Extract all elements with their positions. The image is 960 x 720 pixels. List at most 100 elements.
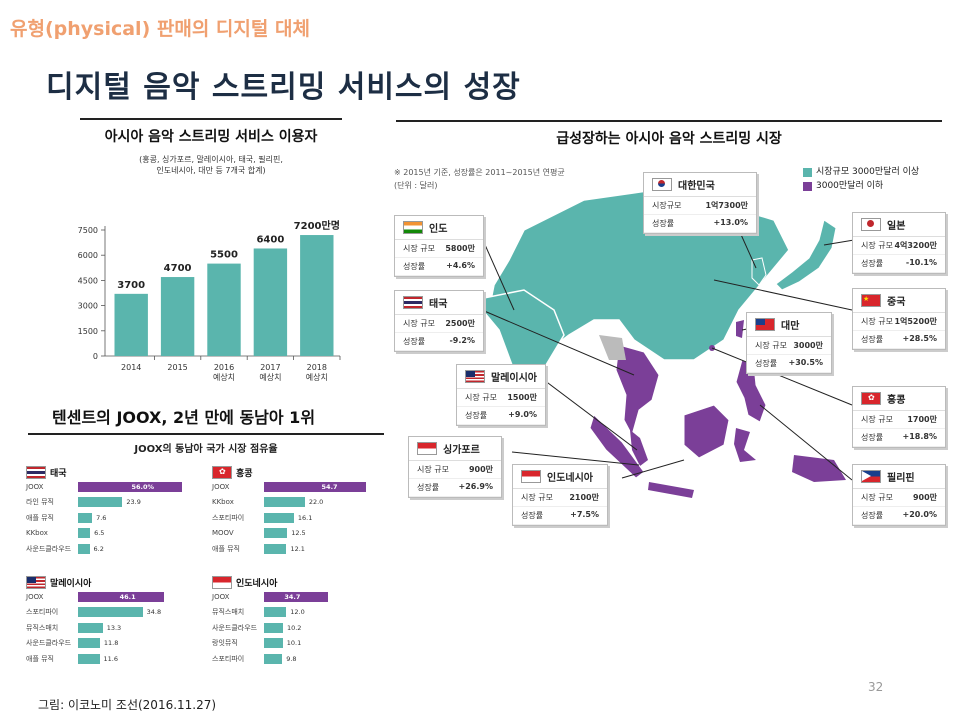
joox-rule (28, 433, 384, 435)
share-bar (78, 543, 90, 554)
service-name: 애플 뮤직 (26, 654, 54, 663)
card-japan-size: 4억3200만 (894, 241, 937, 250)
map-japan (775, 219, 837, 291)
card-korea-growth-label: 성장률 (652, 219, 675, 228)
indonesia-flag-icon (212, 576, 232, 589)
joox-malaysia: 말레이시아 JOOX 46.1 스포티파이 34.8 뮤직스매치 13.3 사운드클라우드 1… (26, 576, 206, 667)
map-borneo (683, 404, 730, 459)
share-value: 34.7 (284, 592, 301, 601)
share-row: MOOV 12.5 (212, 526, 388, 542)
card-china-size-label: 시장 규모 (861, 317, 893, 326)
share-bar (264, 653, 283, 664)
card-indonesia: 인도네시아 시장 규모 2100만 성장률 +7.5% (512, 464, 608, 526)
asia-map (472, 189, 855, 498)
joox-share-bar: 34.7 (264, 591, 329, 602)
joox-share-bar: 46.1 (78, 591, 164, 602)
chart-top-rule (80, 118, 342, 120)
joox-malaysia-name: 말레이시아 (50, 579, 92, 589)
card-thailand-size: 2500만 (445, 319, 475, 328)
joox-indonesia-rows: JOOX 34.7 뮤직스매치 12.0 사운드클라우드 10.2 랑잇뮤직 10.1 스포티파… (212, 589, 388, 667)
card-singapore-size: 900만 (468, 465, 493, 474)
map-java (648, 482, 694, 498)
card-malaysia-growth: +9.0% (508, 410, 537, 419)
card-malaysia-size: 1500만 (507, 393, 537, 402)
map-note: ※ 2015년 기준, 성장률은 2011~2015년 연평균 (394, 168, 565, 177)
line-malaysia (543, 379, 638, 451)
card-india-growth-label: 성장률 (403, 262, 426, 271)
card-malaysia-name: 말레이시아 (491, 373, 537, 384)
card-philippines-growth: +20.0% (902, 510, 937, 519)
indonesia-flag-icon-map (521, 470, 541, 483)
legend-small-swatch (803, 181, 812, 191)
card-korea-name: 대한민국 (678, 181, 715, 192)
card-singapore-header: 싱가포르 (409, 437, 501, 461)
share-row: 라인 뮤직 23.9 (26, 495, 206, 511)
card-indonesia-growth: +7.5% (570, 510, 599, 519)
card-korea: 대한민국 시장규모 1억7300만 성장률 +13.0% (643, 172, 757, 234)
card-hongkong-growth-label: 성장률 (861, 433, 884, 442)
card-korea-size-row: 시장규모 1억7300만 (644, 197, 756, 215)
legend-small-label: 3000만달러 이하 (816, 181, 884, 191)
users-chart-subtitle-line1: (홍콩, 싱가포르, 말레이시아, 태국, 필리핀, (139, 155, 283, 164)
joox-hongkong-header: ✿ 홍콩 (212, 466, 388, 479)
share-row: KKbox 22.0 (212, 495, 388, 511)
joox-thailand-name: 태국 (50, 469, 67, 479)
card-thailand-growth-row: 성장률 -9.2% (395, 333, 483, 351)
japan-flag-icon (861, 218, 881, 231)
share-row: 사운드클라우드 6.2 (26, 541, 206, 557)
share-value: 12.5 (291, 529, 306, 538)
card-thailand-growth-label: 성장률 (403, 337, 426, 346)
card-indonesia-name: 인도네시아 (547, 473, 593, 484)
users-chart-subtitle: (홍콩, 싱가포르, 말레이시아, 태국, 필리핀, 인도네시아, 대만 등 7… (80, 154, 342, 176)
share-row: JOOX 34.7 (212, 589, 388, 605)
map-malaysia (630, 430, 648, 466)
users-chart-subtitle-line2: 인도네시아, 대만 등 7개국 합계) (156, 166, 266, 175)
joox-subheading: 텐센트의 JOOX, 2년 만에 동남아 1위 (52, 408, 316, 427)
joox-thailand-rows: JOOX 56.0% 라인 뮤직 23.9 애플 뮤직 7.6 KKbox 6.5 사운드클라우… (26, 479, 206, 557)
card-thailand-name: 태국 (429, 299, 448, 310)
share-row: KKbox 6.5 (26, 526, 206, 542)
joox-hongkong-rows: JOOX 54.7 KKbox 22.0 스포티파이 16.1 MOOV 12.5 애플 뮤직 1… (212, 479, 388, 557)
joox-thailand: 태국 JOOX 56.0% 라인 뮤직 23.9 애플 뮤직 7.6 KKbox 6.5 사운드… (26, 466, 206, 557)
x-tick-label: 2015 (167, 363, 187, 372)
joox-hongkong-name: 홍콩 (236, 469, 253, 479)
share-row: 랑잇뮤직 10.1 (212, 636, 388, 652)
card-thailand-growth: -9.2% (449, 336, 475, 345)
card-india-size-row: 시장 규모 5800만 (395, 240, 483, 258)
card-thailand: 태국 시장 규모 2500만 성장률 -9.2% (394, 290, 484, 352)
share-row: JOOX 56.0% (26, 479, 206, 495)
share-row: 스포티파이 16.1 (212, 510, 388, 526)
joox-malaysia-rows: JOOX 46.1 스포티파이 34.8 뮤직스매치 13.3 사운드클라우드 11.8 애플 … (26, 589, 206, 667)
line-philippines (759, 404, 853, 481)
share-value: 6.2 (93, 544, 104, 553)
card-philippines-size-row: 시장 규모 900만 (853, 489, 945, 507)
joox-thailand-header: 태국 (26, 466, 206, 479)
card-china-growth-label: 성장률 (861, 335, 884, 344)
thailand-flag-icon (26, 466, 46, 479)
bar (207, 263, 241, 356)
card-japan-size-row: 시장 규모 4억3200만 (853, 237, 945, 255)
card-india-growth-row: 성장률 +4.6% (395, 258, 483, 276)
share-row: 사운드클라우드 11.8 (26, 636, 206, 652)
card-hongkong-growth-row: 성장률 +18.8% (853, 429, 945, 447)
y-tick-label: 1500 (78, 327, 98, 336)
card-singapore-size-label: 시장 규모 (417, 465, 449, 474)
card-korea-growth: +13.0% (713, 218, 748, 227)
card-korea-size-label: 시장규모 (652, 201, 682, 210)
bar (300, 235, 334, 356)
card-indonesia-growth-row: 성장률 +7.5% (513, 507, 607, 525)
card-korea-header: 대한민국 (644, 173, 756, 197)
card-japan-header: 일본 (853, 213, 945, 237)
card-japan-size-label: 시장 규모 (861, 241, 893, 250)
map-korea (751, 257, 767, 286)
card-philippines: 필리핀 시장 규모 900만 성장률 +20.0% (852, 464, 946, 526)
service-name: 사운드클라우드 (26, 544, 72, 553)
share-row: 뮤직스매치 13.3 (26, 620, 206, 636)
service-name: JOOX (212, 482, 230, 491)
service-name: KKbox (26, 529, 48, 538)
x-tick-sublabel: 예상치 (306, 372, 328, 382)
users-bar-chart: 7500 6000 4500 3000 1500 0 3700 2014 4700 2015 550… (78, 219, 341, 382)
card-malaysia-header: 말레이시아 (457, 365, 545, 389)
service-name: 사운드클라우드 (212, 623, 258, 632)
korea-flag-icon (652, 178, 672, 191)
